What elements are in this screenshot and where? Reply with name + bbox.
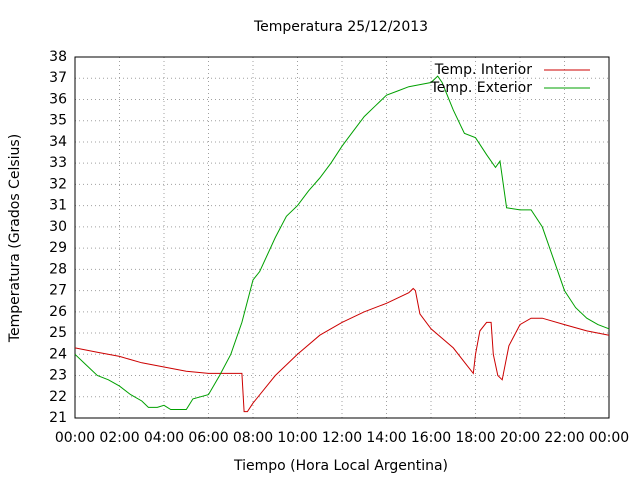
y-tick-label: 24 bbox=[49, 346, 67, 362]
x-tick-label: 10:00 bbox=[277, 430, 317, 446]
x-tick-label: 16:00 bbox=[411, 430, 451, 446]
x-tick-label: 22:00 bbox=[544, 430, 584, 446]
x-tick-label: 20:00 bbox=[500, 430, 540, 446]
y-tick-label: 36 bbox=[49, 91, 67, 107]
y-tick-label: 23 bbox=[49, 368, 67, 384]
y-tick-label: 27 bbox=[49, 283, 67, 299]
y-tick-label: 34 bbox=[49, 134, 67, 150]
y-tick-label: 38 bbox=[49, 49, 67, 65]
y-tick-label: 28 bbox=[49, 261, 67, 277]
series-line bbox=[74, 287, 610, 413]
chart-title: Temperatura 25/12/2013 bbox=[253, 19, 428, 35]
y-tick-label: 22 bbox=[49, 389, 67, 405]
x-tick-label: 12:00 bbox=[322, 430, 362, 446]
y-tick-label: 29 bbox=[49, 240, 67, 256]
y-tick-label: 32 bbox=[49, 176, 67, 192]
y-tick-label: 37 bbox=[49, 70, 67, 86]
x-tick-label: 08:00 bbox=[233, 430, 273, 446]
y-axis-label: Temperatura (Grados Celsius) bbox=[7, 134, 23, 343]
x-tick-label: 06:00 bbox=[188, 430, 228, 446]
x-axis-label: Tiempo (Hora Local Argentina) bbox=[233, 458, 448, 474]
y-tick-label: 21 bbox=[49, 410, 67, 426]
legend-label: Temp. Interior bbox=[434, 62, 533, 78]
x-tick-label: 14:00 bbox=[366, 430, 406, 446]
x-tick-label: 00:00 bbox=[55, 430, 95, 446]
x-tick-label: 00:00 bbox=[589, 430, 629, 446]
y-tick-label: 30 bbox=[49, 219, 67, 235]
y-tick-label: 33 bbox=[49, 155, 67, 171]
y-tick-label: 35 bbox=[49, 113, 67, 129]
legend-label: Temp. Exterior bbox=[430, 80, 533, 96]
plot-border bbox=[74, 56, 610, 419]
y-tick-label: 25 bbox=[49, 325, 67, 341]
x-tick-label: 04:00 bbox=[144, 430, 184, 446]
y-tick-label: 26 bbox=[49, 304, 67, 320]
x-tick-label: 18:00 bbox=[455, 430, 495, 446]
x-tick-label: 02:00 bbox=[99, 430, 139, 446]
series-line bbox=[74, 75, 610, 410]
y-tick-label: 31 bbox=[49, 198, 67, 214]
